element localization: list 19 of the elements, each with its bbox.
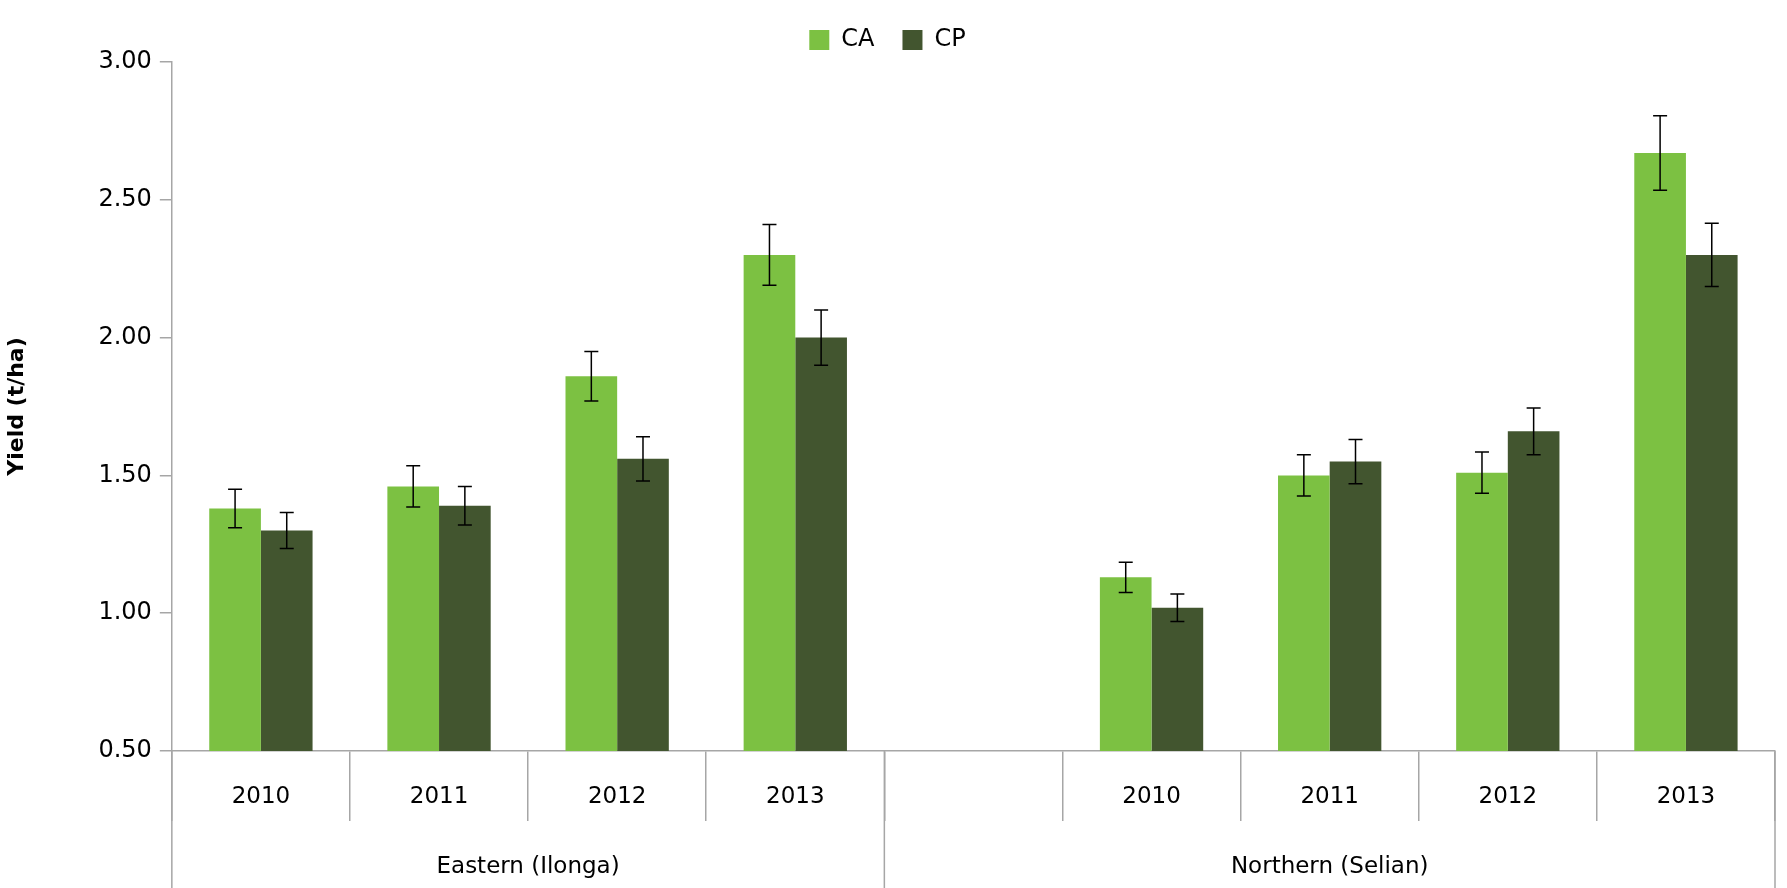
x-tick-label: 2013 [1656,781,1716,808]
x-tick-label: 2010 [231,781,291,808]
y-tick-label: 3.00 [98,46,152,75]
y-tick-label: 2.00 [98,321,152,350]
x-tick-label: 2010 [1122,781,1181,808]
x-tick-label: 2011 [409,781,469,808]
y-tick-label: 2.50 [98,184,152,213]
x-tick-label: 2013 [766,781,825,808]
x-tick-label: 2011 [1300,781,1359,808]
y-tick-label: 1.50 [98,459,152,488]
text: Northern (Selian) [1230,851,1429,878]
y-tick-label: 1.00 [98,597,152,626]
text: Eastern (Ilonga) [436,851,620,878]
x-tick-label: 2012 [1478,781,1538,808]
legend-label: CP [934,24,966,53]
y-axis-title: Yield (t/ha) [2,337,28,477]
x-tick-label: 2012 [587,781,647,808]
legend-label: CA [841,24,876,53]
y-tick-label: 0.50 [98,735,152,764]
